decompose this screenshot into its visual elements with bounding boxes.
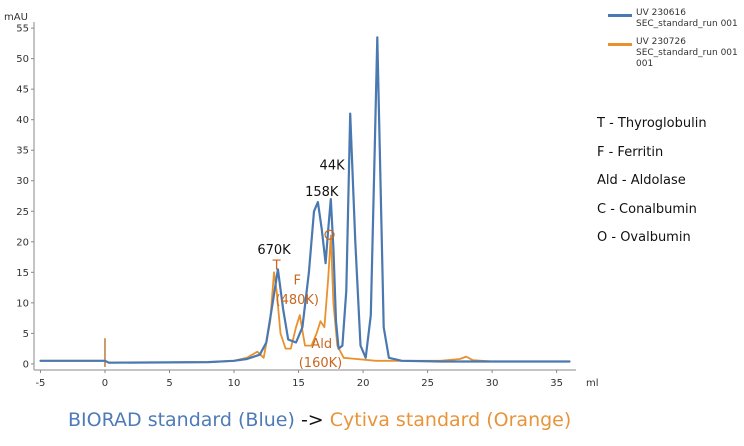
annotation-label: (160K) [299, 356, 342, 371]
y-tick-label: 30 [16, 176, 29, 187]
x-tick-label: 20 [357, 378, 370, 389]
y-tick-label: 25 [16, 207, 29, 218]
key-ovalbumin: O - Ovalbumin [597, 230, 691, 246]
caption-arrow: -> [300, 409, 324, 431]
legend-swatch-orange [608, 43, 632, 46]
y-tick-label: 45 [16, 85, 29, 96]
key-thyroglobulin: T - Thyroglobulin [597, 116, 707, 131]
y-tick-label: 5 [23, 329, 29, 340]
annotation-label: Ald [311, 337, 332, 352]
x-tick-label: 0 [102, 378, 108, 389]
key-ferritin: F - Ferritin [597, 144, 664, 160]
y-tick-label: 40 [16, 115, 29, 126]
caption-orange: Cytiva standard (Orange) [329, 409, 572, 431]
figure-caption: BIORAD standard (Blue) -> Cytiva standar… [68, 409, 571, 431]
y-tick-label: 50 [16, 54, 29, 65]
caption-blue: BIORAD standard (Blue) [68, 409, 295, 431]
y-tick-label: 10 [16, 298, 29, 309]
legend-swatch-blue [608, 14, 632, 17]
x-tick-label: 25 [421, 378, 434, 389]
series-line-blue [39, 36, 571, 364]
annotation-label: T [272, 258, 281, 273]
x-axis-label: ml [586, 378, 599, 389]
legend-label-orange: UV 230726 SEC_standard_run 001 001 [636, 37, 738, 69]
legend-item-orange: UV 230726 SEC_standard_run 001 001 [608, 37, 744, 70]
x-tick-label: 15 [292, 378, 305, 389]
y-tick-label: 35 [16, 146, 29, 157]
annotation-label: 158K [305, 185, 339, 200]
protein-key: T - Thyroglobulin F - Ferritin Ald - Ald… [597, 116, 707, 259]
annotation-label: 44K [320, 159, 346, 174]
y-tick-label: 20 [16, 237, 29, 248]
annotation-label: F [294, 274, 301, 289]
x-tick-label: 35 [550, 378, 563, 389]
y-tick-label: 55 [16, 24, 29, 35]
x-tick-label: 5 [166, 378, 172, 389]
x-tick-label: -5 [35, 378, 45, 389]
chart-legend: UV 230616 SEC_standard_run 001 UV 230726… [608, 8, 744, 77]
x-tick-label: 30 [486, 378, 499, 389]
key-conalbumin: C - Conalbumin [597, 201, 697, 217]
annotation-label: (480K) [276, 293, 319, 308]
legend-item-blue: UV 230616 SEC_standard_run 001 [608, 8, 744, 30]
x-tick-label: 10 [228, 378, 241, 389]
y-axis-label: mAU [4, 12, 28, 23]
chromatogram-chart: 0 5 10 15 20 25 30 35 40 45 50 55 -5 0 5 10 15 20 25 30 35 mA… [4, 12, 599, 389]
key-aldolase: Ald - Aldolase [597, 173, 686, 189]
y-tick-label: 0 [23, 359, 29, 370]
legend-label-blue: UV 230616 SEC_standard_run 001 [636, 8, 738, 29]
annotation-label: 670K [257, 243, 291, 258]
y-tick-label: 15 [16, 268, 29, 279]
annotation-ovalbumin-marker [324, 229, 335, 240]
